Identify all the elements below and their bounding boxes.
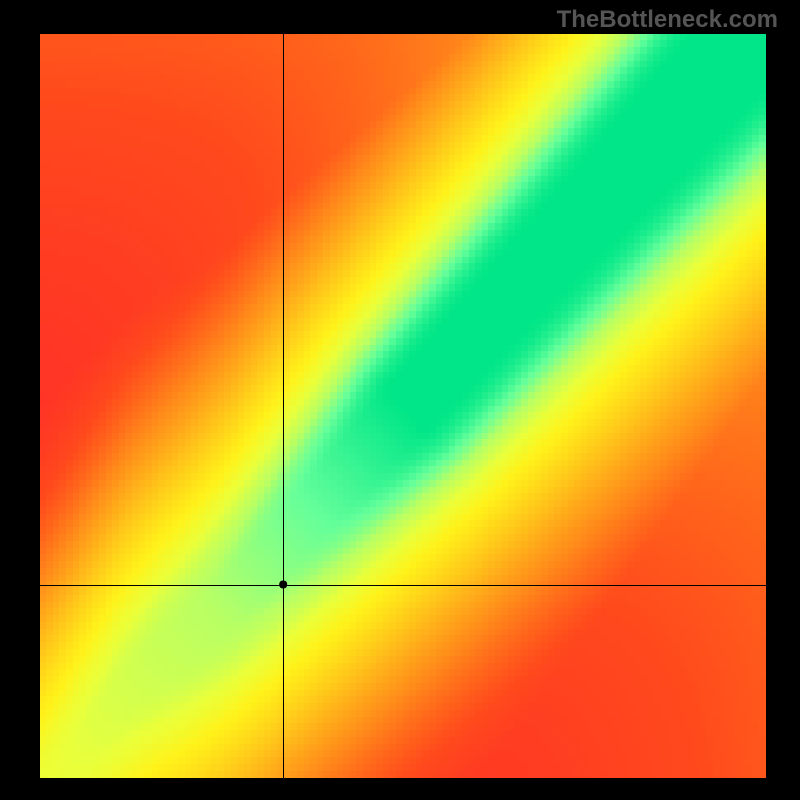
- watermark-text: TheBottleneck.com: [557, 6, 778, 34]
- bottleneck-heatmap: [40, 34, 766, 778]
